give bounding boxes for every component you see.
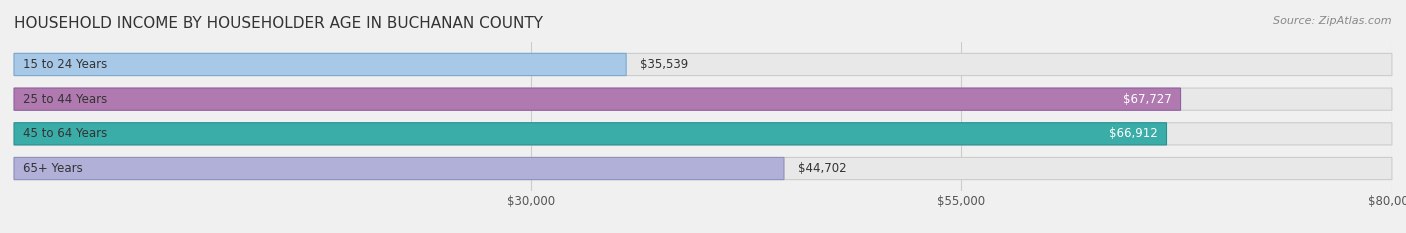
Text: $35,539: $35,539 <box>640 58 688 71</box>
Text: 65+ Years: 65+ Years <box>22 162 83 175</box>
Text: $44,702: $44,702 <box>797 162 846 175</box>
FancyBboxPatch shape <box>14 53 1392 75</box>
Text: HOUSEHOLD INCOME BY HOUSEHOLDER AGE IN BUCHANAN COUNTY: HOUSEHOLD INCOME BY HOUSEHOLDER AGE IN B… <box>14 16 543 31</box>
Text: Source: ZipAtlas.com: Source: ZipAtlas.com <box>1274 16 1392 26</box>
Text: 15 to 24 Years: 15 to 24 Years <box>22 58 107 71</box>
Text: 25 to 44 Years: 25 to 44 Years <box>22 93 107 106</box>
FancyBboxPatch shape <box>14 158 1392 180</box>
Text: $67,727: $67,727 <box>1123 93 1173 106</box>
FancyBboxPatch shape <box>14 158 785 180</box>
FancyBboxPatch shape <box>14 88 1392 110</box>
FancyBboxPatch shape <box>14 123 1167 145</box>
Text: 45 to 64 Years: 45 to 64 Years <box>22 127 107 140</box>
FancyBboxPatch shape <box>14 88 1181 110</box>
FancyBboxPatch shape <box>14 123 1392 145</box>
Text: $66,912: $66,912 <box>1109 127 1159 140</box>
FancyBboxPatch shape <box>14 53 626 75</box>
